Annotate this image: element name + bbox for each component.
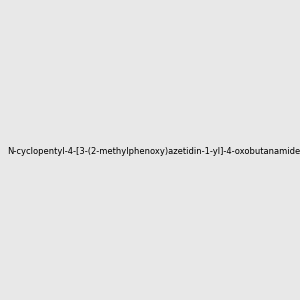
Text: N-cyclopentyl-4-[3-(2-methylphenoxy)azetidin-1-yl]-4-oxobutanamide: N-cyclopentyl-4-[3-(2-methylphenoxy)azet… bbox=[7, 147, 300, 156]
